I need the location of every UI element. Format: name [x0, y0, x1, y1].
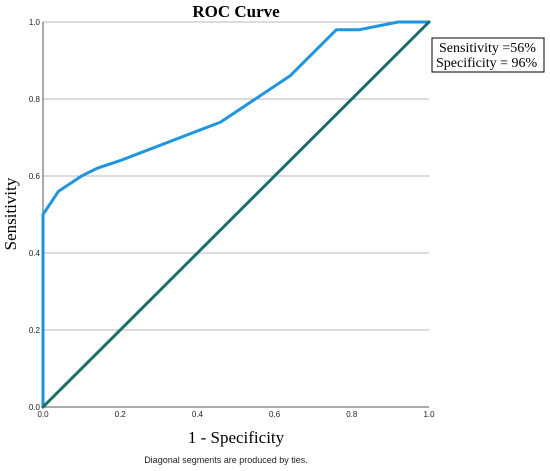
annotation-sensitivity: Sensitivity =56%	[439, 41, 536, 56]
reference-diagonal-line	[41, 20, 431, 409]
y-tick-labels: 0.0 0.2 0.4 0.6 0.8 1.0	[29, 18, 41, 412]
annotation-box: Sensitivity =56% Specificity = 96%	[431, 37, 545, 73]
x-tick-label: 0.0	[37, 410, 49, 419]
series-group	[41, 20, 431, 409]
roc-curve-line	[41, 20, 431, 409]
y-tick-label: 0.0	[29, 403, 41, 412]
y-tick-label: 0.4	[29, 249, 41, 258]
footnote: Diagonal segments are produced by ties.	[144, 455, 308, 465]
annotation-frame	[431, 37, 545, 73]
x-tick-label: 0.2	[115, 410, 127, 419]
x-axis-title: 1 - Specificity	[188, 428, 285, 447]
y-tick-label: 0.8	[29, 95, 41, 104]
x-tick-label: 0.6	[269, 410, 281, 419]
x-tick-labels: 0.0 0.2 0.4 0.6 0.8 1.0	[37, 410, 435, 419]
y-tick-label: 1.0	[29, 18, 41, 27]
x-tick-label: 0.4	[192, 410, 204, 419]
y-tick-label: 0.6	[29, 172, 41, 181]
y-axis-title: Sensitivity	[1, 177, 20, 250]
x-tick-label: 1.0	[423, 410, 435, 419]
x-tick-label: 0.8	[346, 410, 358, 419]
annotation-specificity: Specificity = 96%	[436, 56, 538, 71]
chart-title: ROC Curve	[192, 2, 280, 21]
y-tick-label: 0.2	[29, 326, 41, 335]
